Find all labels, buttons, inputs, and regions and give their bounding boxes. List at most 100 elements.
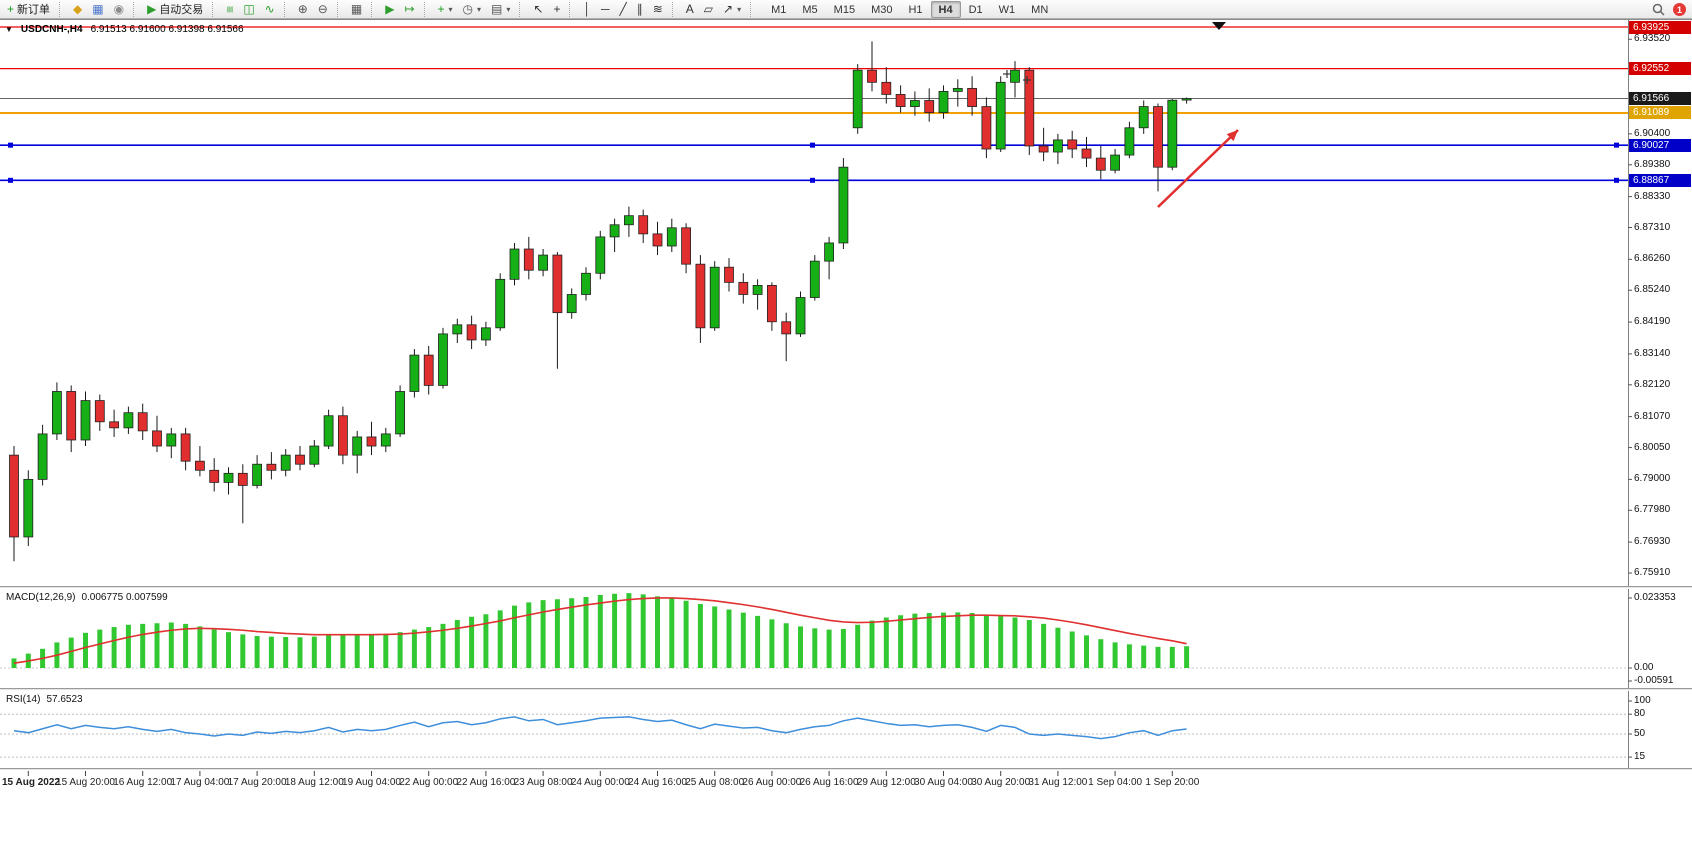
trendline-button[interactable]: ╱: [614, 1, 631, 18]
notification-badge[interactable]: 1: [1673, 3, 1686, 16]
candlestick-chart-button[interactable]: ◫: [238, 1, 259, 18]
dropdown-caret-icon: ▾: [737, 4, 742, 14]
indicators-button[interactable]: + ▾: [433, 1, 458, 18]
candle: [566, 288, 577, 319]
templates-button[interactable]: ▤ ▾: [486, 1, 515, 18]
arrows-button[interactable]: ↗ ▾: [718, 1, 746, 18]
candle: [867, 41, 877, 92]
timeframe-d1-button[interactable]: D1: [968, 3, 983, 16]
candle: [237, 464, 248, 524]
horizontal-line-button[interactable]: ─: [596, 1, 615, 18]
candle: [1167, 98, 1178, 171]
candle: [509, 242, 520, 286]
candle: [152, 415, 162, 453]
candle: [852, 64, 863, 134]
community-button[interactable]: ◉: [109, 1, 129, 18]
candle: [838, 158, 849, 250]
candle: [252, 455, 263, 489]
rsi-panel[interactable]: [0, 691, 1692, 768]
market-watch-button[interactable]: ▦: [87, 1, 108, 18]
cursor-button[interactable]: ↖: [528, 1, 548, 18]
zoom-in-button[interactable]: ⊕: [293, 1, 313, 18]
text-button[interactable]: A: [681, 1, 699, 18]
line-handle[interactable]: [810, 142, 815, 148]
macd-panel[interactable]: [0, 589, 1692, 688]
zoom-out-icon: ⊖: [317, 1, 328, 16]
timeframe-h1-button[interactable]: H1: [908, 3, 923, 16]
search-icon[interactable]: [1652, 3, 1665, 16]
candle: [609, 218, 620, 253]
vertical-line-button[interactable]: │: [578, 1, 596, 18]
timeframe-mn-button[interactable]: MN: [1031, 3, 1049, 16]
triangle-marker: [1212, 22, 1226, 30]
chart-border: [0, 19, 1692, 20]
timeframe-m5-button[interactable]: M5: [802, 3, 818, 16]
tile-windows-button[interactable]: ▦: [346, 1, 367, 18]
toolbar-separator: [569, 1, 576, 17]
candle: [137, 403, 148, 440]
chart-shift-icon: ↦: [404, 1, 415, 16]
autotrading-button[interactable]: ▶ 自动交易: [142, 1, 208, 18]
line-handle[interactable]: [8, 142, 13, 148]
candle: [23, 470, 34, 547]
new-order-button[interactable]: + 新订单: [2, 1, 55, 18]
horizontal-line-icon: ─: [600, 1, 610, 16]
timeframe-m15-button[interactable]: M15: [833, 3, 856, 16]
profiles-button[interactable]: ◆: [68, 1, 87, 18]
panel-separator[interactable]: [0, 688, 1692, 691]
line-handle[interactable]: [1614, 142, 1619, 148]
trend-arrow-annotation[interactable]: [1157, 129, 1239, 208]
channel-button[interactable]: ∥: [632, 1, 648, 18]
tile-windows-icon: ▦: [350, 1, 363, 16]
candle: [80, 391, 91, 447]
candle: [523, 236, 534, 280]
auto-scroll-button[interactable]: ▶: [380, 1, 399, 18]
timeframe-m1-button[interactable]: M1: [771, 3, 787, 16]
candle: [767, 282, 777, 331]
candle: [1053, 133, 1063, 165]
candle: [52, 382, 62, 440]
chart-shift-button[interactable]: ↦: [399, 1, 419, 18]
line-chart-icon: ∿: [264, 1, 275, 16]
zoom-out-button[interactable]: ⊖: [313, 1, 333, 18]
candle: [309, 439, 320, 468]
timeframe-h4-button[interactable]: H4: [930, 0, 961, 18]
line-handle[interactable]: [810, 177, 815, 183]
candle: [910, 91, 920, 116]
toolbar-separator: [371, 1, 378, 17]
main-chart-panel[interactable]: [0, 20, 1692, 586]
candlestick-chart-icon: ◫: [243, 1, 255, 16]
candle: [352, 430, 363, 474]
timeframe-m30-button[interactable]: M30: [871, 3, 893, 16]
candle: [123, 406, 134, 434]
candle: [1110, 148, 1120, 174]
fibonacci-icon: ≋: [652, 1, 663, 16]
line-handle[interactable]: [8, 177, 13, 183]
candle: [66, 385, 77, 453]
new-order-icon: +: [7, 1, 15, 16]
candle: [781, 312, 792, 362]
candle: [952, 79, 963, 107]
timeframe-w1-button[interactable]: W1: [998, 3, 1016, 16]
text-label-icon: ▱: [703, 1, 714, 16]
time-axis[interactable]: [0, 771, 1692, 845]
toolbar-separator: [336, 1, 344, 17]
line-handle[interactable]: [1614, 177, 1619, 183]
panel-separator[interactable]: [0, 768, 1692, 771]
panel-separator[interactable]: [0, 586, 1692, 589]
line-chart-button[interactable]: ∿: [260, 1, 280, 18]
cursor-icon: ↖: [533, 1, 544, 16]
toolbar: + 新订单 ◆ ▦ ◉ ▶ 自动交易 ≡ ◫ ∿ ⊕ ⊖ ▦ ▶ ↦ + ▾ ◷ ▾ ▤ ▾ ↖ + │ ─ ╱ ∥ ≋ A ▱ ↗ ▾ M1…: [0, 0, 1692, 19]
fibonacci-button[interactable]: ≋: [648, 1, 668, 18]
periods-button[interactable]: ◷ ▾: [458, 1, 487, 18]
bar-chart-button[interactable]: ≡: [221, 1, 238, 18]
candle: [1181, 97, 1192, 104]
text-label-button[interactable]: ▱: [699, 1, 718, 18]
crosshair-button[interactable]: +: [548, 1, 565, 18]
candle: [194, 446, 205, 477]
channel-icon: ∥: [636, 1, 643, 16]
timeframe-bar: M1 M5 M15 M30 H1 H4 D1 W1 MN: [763, 0, 1056, 18]
candle: [280, 449, 291, 477]
